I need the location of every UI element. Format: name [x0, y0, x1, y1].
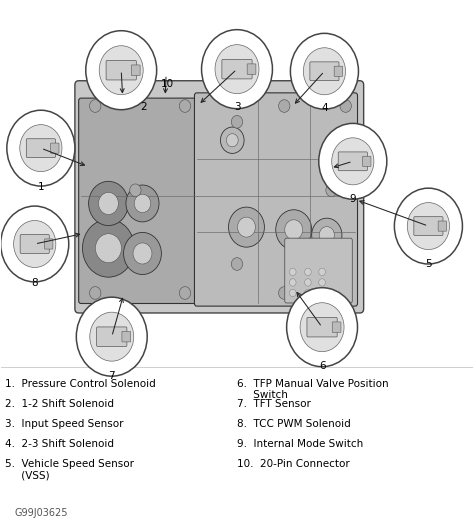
Circle shape	[86, 31, 156, 110]
Circle shape	[99, 46, 143, 95]
Circle shape	[20, 125, 62, 172]
Circle shape	[7, 110, 75, 186]
Circle shape	[179, 287, 191, 299]
Circle shape	[312, 218, 342, 252]
Circle shape	[14, 221, 56, 268]
Circle shape	[305, 289, 311, 297]
Text: 4.  2-3 Shift Solenoid: 4. 2-3 Shift Solenoid	[5, 439, 114, 449]
Circle shape	[215, 45, 259, 93]
Text: 8.  TCC PWM Solenoid: 8. TCC PWM Solenoid	[237, 419, 351, 429]
Circle shape	[287, 288, 357, 366]
Circle shape	[201, 30, 273, 109]
Text: 7: 7	[109, 371, 115, 381]
Text: 2.  1-2 Shift Solenoid: 2. 1-2 Shift Solenoid	[5, 399, 114, 409]
Circle shape	[319, 124, 387, 199]
FancyBboxPatch shape	[307, 317, 337, 337]
FancyBboxPatch shape	[285, 238, 352, 303]
FancyBboxPatch shape	[75, 81, 364, 313]
Circle shape	[227, 134, 238, 147]
FancyBboxPatch shape	[438, 221, 447, 231]
Circle shape	[340, 287, 351, 299]
Circle shape	[285, 220, 303, 240]
Text: 9: 9	[349, 194, 356, 204]
Circle shape	[276, 210, 312, 250]
FancyBboxPatch shape	[45, 239, 53, 249]
Text: 1.  Pressure Control Solenoid: 1. Pressure Control Solenoid	[5, 379, 156, 389]
Circle shape	[303, 48, 346, 95]
Circle shape	[279, 100, 290, 112]
Circle shape	[76, 297, 147, 376]
FancyBboxPatch shape	[334, 66, 343, 77]
Circle shape	[407, 203, 449, 250]
Circle shape	[82, 219, 135, 277]
FancyBboxPatch shape	[79, 98, 199, 304]
Circle shape	[220, 127, 244, 154]
Text: 9.  Internal Mode Switch: 9. Internal Mode Switch	[237, 439, 363, 449]
Text: 4: 4	[321, 103, 328, 113]
FancyBboxPatch shape	[310, 62, 339, 81]
Circle shape	[290, 268, 296, 276]
Circle shape	[179, 100, 191, 112]
Circle shape	[90, 100, 101, 112]
FancyBboxPatch shape	[222, 60, 252, 79]
Circle shape	[89, 181, 128, 225]
Text: G99J03625: G99J03625	[15, 508, 68, 518]
Text: 3.  Input Speed Sensor: 3. Input Speed Sensor	[5, 419, 124, 429]
Text: 5.  Vehicle Speed Sensor
     (VSS): 5. Vehicle Speed Sensor (VSS)	[5, 459, 135, 480]
Text: 6.  TFP Manual Valve Position
     Switch: 6. TFP Manual Valve Position Switch	[237, 379, 389, 400]
FancyBboxPatch shape	[20, 234, 49, 253]
Circle shape	[279, 287, 290, 299]
Circle shape	[332, 138, 374, 185]
Circle shape	[394, 188, 463, 264]
Text: 7.  TFT Sensor: 7. TFT Sensor	[237, 399, 311, 409]
Circle shape	[319, 289, 325, 297]
Circle shape	[124, 232, 161, 275]
Text: 8: 8	[31, 278, 38, 288]
Circle shape	[319, 279, 325, 286]
Circle shape	[130, 184, 141, 196]
FancyBboxPatch shape	[194, 93, 357, 306]
Circle shape	[0, 206, 69, 282]
FancyBboxPatch shape	[122, 332, 131, 342]
Text: 2: 2	[140, 102, 147, 112]
Circle shape	[290, 289, 296, 297]
Circle shape	[134, 194, 151, 213]
Circle shape	[133, 243, 152, 264]
Text: 3: 3	[234, 102, 240, 112]
FancyBboxPatch shape	[51, 143, 59, 153]
Circle shape	[290, 279, 296, 286]
Circle shape	[231, 116, 243, 128]
Circle shape	[95, 234, 121, 263]
FancyBboxPatch shape	[106, 61, 137, 80]
Text: 10.  20-Pin Connector: 10. 20-Pin Connector	[237, 459, 350, 469]
Circle shape	[326, 184, 337, 196]
Circle shape	[99, 192, 118, 214]
Circle shape	[231, 258, 243, 270]
Circle shape	[126, 185, 159, 222]
FancyBboxPatch shape	[27, 139, 55, 157]
Text: 6: 6	[319, 361, 325, 371]
FancyBboxPatch shape	[97, 327, 127, 346]
Circle shape	[291, 33, 358, 109]
Text: 10: 10	[161, 79, 173, 89]
Circle shape	[90, 312, 134, 361]
FancyBboxPatch shape	[247, 64, 256, 74]
Circle shape	[340, 100, 351, 112]
Circle shape	[305, 268, 311, 276]
Circle shape	[305, 279, 311, 286]
Circle shape	[319, 268, 325, 276]
Circle shape	[237, 217, 255, 237]
Circle shape	[319, 227, 334, 243]
FancyBboxPatch shape	[338, 152, 367, 171]
FancyBboxPatch shape	[414, 216, 443, 235]
FancyBboxPatch shape	[363, 156, 371, 166]
FancyBboxPatch shape	[131, 65, 140, 76]
Circle shape	[228, 207, 264, 247]
FancyBboxPatch shape	[332, 322, 341, 333]
Circle shape	[90, 287, 101, 299]
Circle shape	[300, 303, 344, 352]
Text: 5: 5	[425, 259, 432, 269]
Text: 1: 1	[37, 182, 44, 192]
